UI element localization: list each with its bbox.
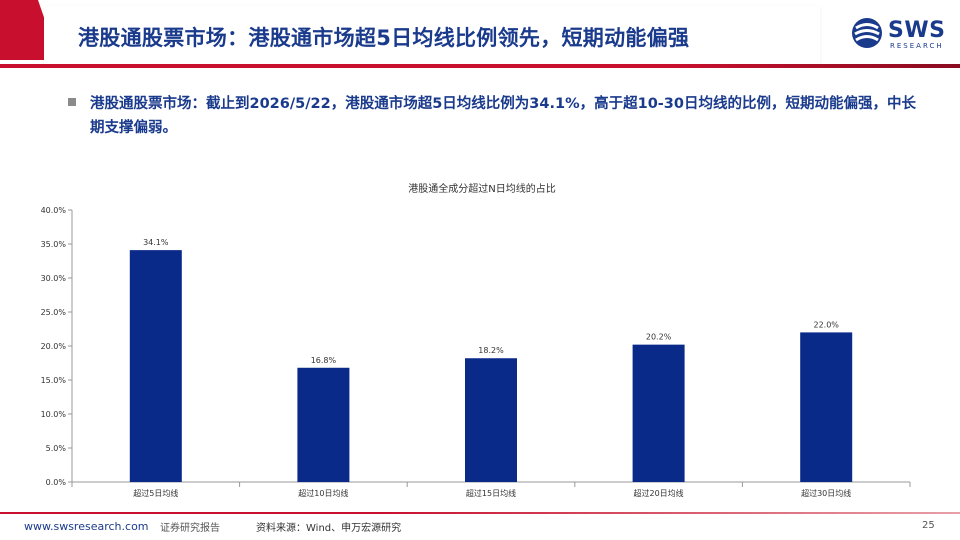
sws-logo: SWS RESEARCH — [850, 16, 946, 52]
page-number: 25 — [922, 520, 935, 531]
bar-value-label: 16.8% — [311, 356, 337, 365]
bar-value-label: 22.0% — [813, 320, 839, 329]
x-category-label: 超过10日均线 — [298, 488, 348, 498]
bar-4 — [632, 344, 685, 482]
y-tick-label: 0.0% — [46, 478, 67, 487]
bar-2 — [297, 367, 350, 482]
y-tick-label: 5.0% — [46, 444, 67, 453]
logo-mark-icon — [852, 18, 882, 48]
chart-title: 港股通全成分超过N日均线的占比 — [408, 182, 555, 195]
title-bar: 港股通股票市场：港股通市场超5日均线比例领先，短期动能偏强 — [44, 6, 820, 64]
y-tick-label: 40.0% — [41, 206, 67, 215]
logo-subtext: RESEARCH — [890, 42, 944, 50]
header-divider — [0, 64, 960, 68]
summary-bullet: 港股通股票市场：截止到2026/5/22，港股通市场超5日均线比例为34.1%，… — [68, 92, 918, 140]
bar-1 — [129, 250, 182, 482]
footer-divider — [0, 512, 960, 514]
bar-chart: 港股通全成分超过N日均线的占比 0.0% 5.0% 10.0% 15.0% 20.0% 2… — [41, 182, 911, 498]
bar-value-label: 18.2% — [478, 346, 504, 355]
bullet-square-icon — [68, 98, 76, 106]
bar-5 — [800, 332, 853, 482]
footer-source: 资料来源：Wind、申万宏源研究 — [256, 523, 402, 534]
x-category-label: 超过20日均线 — [634, 488, 684, 498]
footer: www.swsresearch.com 证券研究报告 资料来源：Wind、申万宏… — [0, 512, 960, 540]
bar-value-label: 34.1% — [143, 238, 169, 247]
y-tick-label: 35.0% — [41, 240, 67, 249]
header: 港股通股票市场：港股通市场超5日均线比例领先，短期动能偏强 SWS RESEAR… — [0, 0, 960, 72]
y-tick-label: 25.0% — [41, 308, 67, 317]
y-tick-label: 20.0% — [41, 342, 67, 351]
logo-text: SWS — [888, 18, 946, 43]
x-category-label: 超过30日均线 — [801, 488, 851, 498]
x-category-label: 超过15日均线 — [466, 488, 516, 498]
y-tick-label: 10.0% — [41, 410, 67, 419]
y-tick-label: 30.0% — [41, 274, 67, 283]
footer-report-label: 证券研究报告 — [160, 523, 220, 534]
y-tick-label: 15.0% — [41, 376, 67, 385]
page-title: 港股通股票市场：港股通市场超5日均线比例领先，短期动能偏强 — [78, 26, 690, 50]
red-corner-decoration — [0, 0, 59, 60]
summary-text: 港股通股票市场：截止到2026/5/22，港股通市场超5日均线比例为34.1%，… — [90, 96, 916, 136]
x-category-label: 超过5日均线 — [133, 488, 178, 498]
footer-url[interactable]: www.swsresearch.com — [24, 520, 149, 533]
bar-value-label: 20.2% — [646, 333, 672, 342]
bar-3 — [465, 358, 517, 482]
